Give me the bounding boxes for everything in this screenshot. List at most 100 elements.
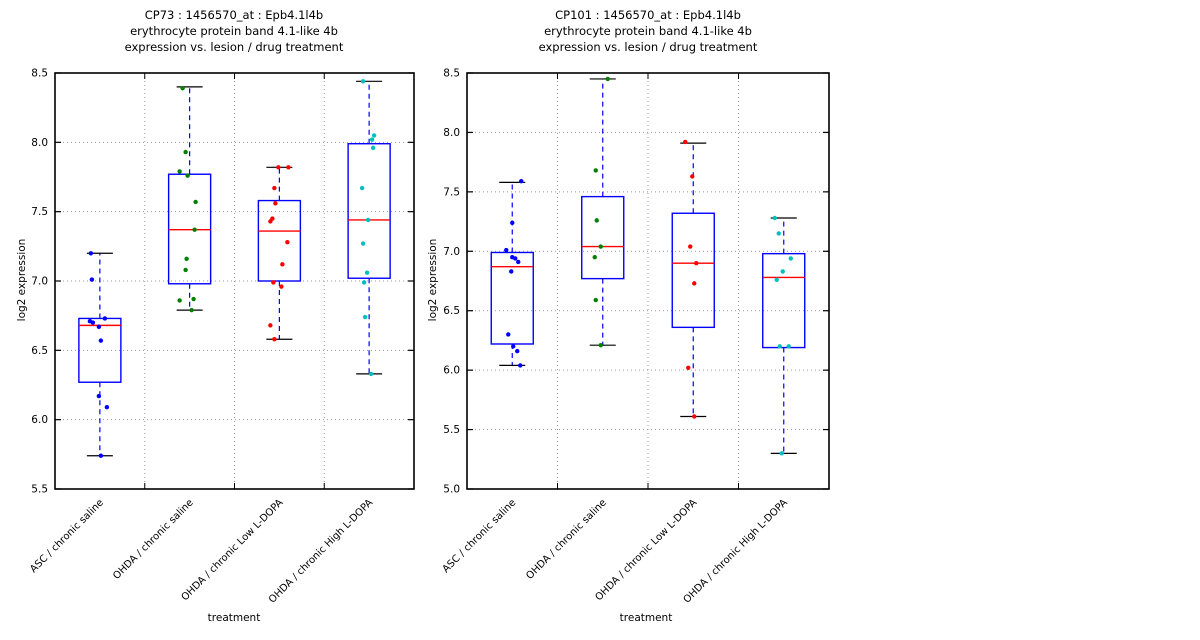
data-point (98, 453, 104, 458)
box (347, 143, 391, 279)
box (78, 317, 122, 383)
data-point (280, 262, 285, 267)
category-label: OHDA / chronic High L-DOPA (682, 497, 790, 605)
data-point (189, 307, 194, 313)
data-point (286, 165, 291, 170)
title-line: erythrocyte protein band 4.1-like 4b (544, 24, 752, 38)
data-point (777, 344, 782, 349)
title-line: CP101 : 1456570_at : Epb4.1l4b (555, 8, 741, 22)
y-tick-label: 8.0 (31, 137, 48, 149)
data-point (683, 139, 688, 145)
data-point (598, 342, 603, 348)
data-point (780, 269, 785, 274)
box (762, 252, 806, 349)
data-point (177, 169, 182, 174)
data-point (593, 168, 598, 173)
data-point (89, 277, 95, 282)
data-point (102, 316, 108, 321)
data-point (271, 280, 276, 285)
data-point (515, 348, 520, 354)
box (257, 199, 302, 282)
data-point (692, 281, 697, 286)
data-point (694, 260, 699, 266)
y-tick-label: 8.0 (443, 127, 460, 139)
data-point (774, 277, 779, 283)
data-point (96, 324, 102, 329)
y-tick-label: 7.5 (31, 206, 48, 218)
x-axis-label-cp73: treatment (207, 612, 261, 624)
y-tick-label: 8.5 (31, 68, 48, 80)
box (671, 212, 715, 329)
data-point (370, 145, 376, 151)
data-point (598, 244, 603, 249)
y-tick-label: 6.5 (31, 345, 48, 357)
data-point (364, 270, 370, 275)
y-axis-label-cp101: log2 expression (427, 238, 439, 322)
title-line: erythrocyte protein band 4.1-like 4b (130, 24, 338, 38)
data-point (192, 227, 197, 232)
data-point (519, 178, 524, 184)
data-point (692, 414, 697, 419)
data-point (104, 404, 110, 410)
data-point (513, 256, 518, 261)
data-point (365, 217, 371, 223)
y-tick-label: 7.5 (443, 186, 460, 198)
data-point (594, 218, 599, 223)
data-point (96, 393, 102, 399)
data-point (361, 280, 367, 285)
plot-title-cp101: CP101 : 1456570_at : Epb4.1l4b erythrocy… (448, 7, 848, 55)
data-point (268, 219, 273, 224)
category-label: ASC / chronic saline (441, 497, 519, 575)
data-point (362, 314, 368, 320)
data-point (686, 365, 691, 370)
data-point (593, 297, 598, 303)
plot-title-cp73: CP73 : 1456570_at : Epb4.1l4b erythrocyt… (34, 7, 434, 55)
data-point (510, 220, 515, 225)
data-point (516, 259, 521, 265)
data-point (360, 79, 366, 84)
data-point (177, 298, 182, 303)
data-point (788, 256, 793, 261)
data-point (504, 247, 509, 253)
data-point (360, 241, 366, 246)
y-tick-label: 6.5 (443, 305, 460, 317)
data-point (268, 323, 273, 328)
data-point (285, 239, 290, 245)
box (490, 251, 534, 345)
data-point (272, 185, 277, 191)
y-tick-label: 6.0 (443, 365, 460, 377)
data-point (786, 344, 791, 349)
data-point (511, 344, 516, 349)
y-axis-label-cp73: log2 expression (16, 238, 28, 322)
category-label: ASC / chronic saline (28, 497, 106, 575)
x-axis-label-cp101: treatment (619, 612, 673, 624)
category-label: OHDA / chronic Low L-DOPA (593, 497, 699, 603)
y-tick-label: 5.0 (443, 484, 460, 496)
data-point (185, 173, 190, 178)
y-tick-label: 5.5 (31, 484, 48, 496)
category-label: OHDA / chronic saline (111, 497, 196, 582)
data-point (509, 269, 514, 274)
data-point (506, 332, 511, 337)
title-line: expression vs. lesion / drug treatment (538, 40, 758, 54)
data-point (191, 296, 196, 302)
data-point (193, 199, 198, 205)
data-point (371, 133, 377, 138)
box (581, 195, 625, 280)
data-point (688, 244, 693, 249)
title-line: expression vs. lesion / drug treatment (124, 40, 344, 54)
data-point (279, 284, 284, 289)
y-tick-label: 7.0 (31, 276, 48, 288)
data-point (180, 86, 185, 91)
data-point (273, 201, 278, 206)
data-point (183, 267, 188, 273)
data-point (183, 149, 188, 155)
axis-frame (466, 72, 830, 490)
y-tick-label: 6.0 (31, 414, 48, 426)
data-point (359, 185, 365, 191)
data-point (690, 174, 695, 179)
y-tick-label: 5.5 (443, 424, 460, 436)
data-point (776, 231, 781, 236)
data-point (276, 165, 281, 170)
